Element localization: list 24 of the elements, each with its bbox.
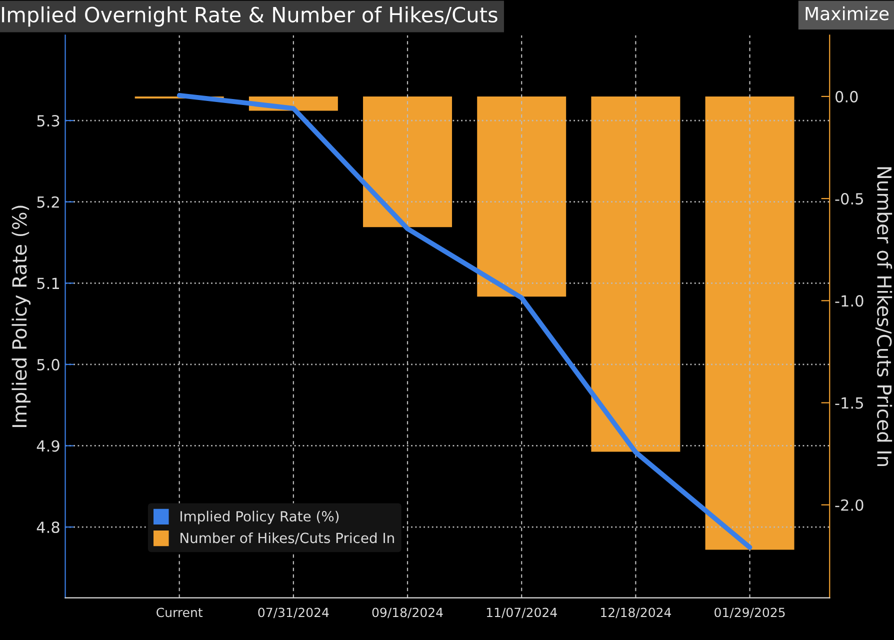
y-tick-label: 5.0 xyxy=(37,358,60,370)
x-tick-label: 12/18/2024 xyxy=(601,608,672,618)
y2-tick-label: -1.5 xyxy=(835,397,863,409)
y-axis-title: Implied Policy Rate (%) xyxy=(12,206,31,427)
x-tick-label: 11/07/2024 xyxy=(486,608,557,618)
chart-title: Implied Overnight Rate & Number of Hikes/Cuts xyxy=(2,6,498,27)
y-tick-label: 5.1 xyxy=(37,278,59,290)
x-tick-label: 07/31/2024 xyxy=(258,608,329,618)
y2-tick-label: 0.0 xyxy=(836,90,858,102)
x-tick-label: 01/29/2025 xyxy=(714,608,785,618)
y2-axis-title: Number of Hikes/Cuts Priced In xyxy=(876,167,892,466)
y-tick-label: 4.8 xyxy=(36,522,60,534)
legend-label: Implied Policy Rate (%) xyxy=(180,510,339,524)
y2-tick-label: -0.5 xyxy=(835,193,863,205)
text: Maximize xyxy=(806,6,889,20)
legend-label: Number of Hikes/Cuts Priced In xyxy=(180,532,394,544)
line-series xyxy=(176,92,752,550)
y-tick-label: 5.2 xyxy=(37,196,59,208)
x-tick-label: 09/18/2024 xyxy=(372,608,443,618)
y-tick-label: 4.9 xyxy=(36,440,60,452)
x-tick-label: Current xyxy=(156,608,203,618)
y-tick-label: 5.3 xyxy=(37,115,60,127)
y2-tick-label: -2.0 xyxy=(835,499,864,511)
y2-tick-label: -1.0 xyxy=(835,295,864,307)
